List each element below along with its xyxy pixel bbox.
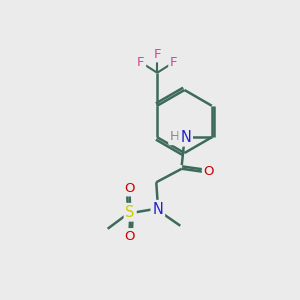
Text: F: F xyxy=(154,48,161,61)
Text: F: F xyxy=(170,56,178,69)
Text: S: S xyxy=(125,205,135,220)
Text: N: N xyxy=(180,130,191,145)
Text: O: O xyxy=(124,182,135,195)
Text: N: N xyxy=(152,202,163,217)
Text: O: O xyxy=(203,165,214,178)
Text: H: H xyxy=(170,130,180,143)
Text: F: F xyxy=(137,56,145,69)
Text: O: O xyxy=(124,230,135,243)
